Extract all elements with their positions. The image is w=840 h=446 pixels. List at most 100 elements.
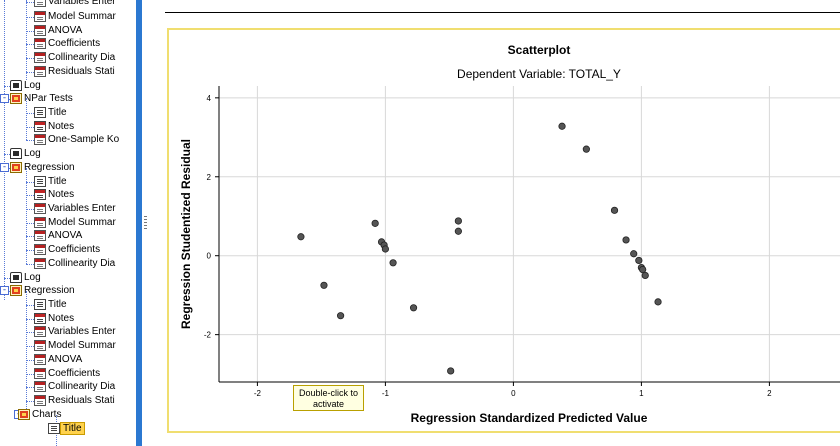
outline-item[interactable]: Variables Enter [34,202,116,215]
scatter-point [409,304,418,312]
scatter-point [320,281,328,289]
outline-item[interactable]: Collinearity Dia [34,51,115,64]
outline-item-label: Variables Enter [48,203,116,214]
tree-expander-icon[interactable]: - [0,163,9,172]
tree-connector [26,72,34,73]
scatterplot-chart-object[interactable]: Scatterplot Dependent Variable: TOTAL_Y -2… [167,28,840,433]
outline-item-label: Log [24,148,41,159]
outline-item-label: Model Summar [48,11,116,22]
x-tick-label: -1 [382,389,390,398]
tree-connector [26,387,34,388]
outline-item-label: ANOVA [48,230,83,241]
scatterplot-svg: Scatterplot Dependent Variable: TOTAL_Y -2… [179,43,840,425]
outline-item[interactable]: Coefficients [34,367,100,380]
scatter-point [641,271,649,280]
tree-connector [26,264,34,265]
outline-item[interactable]: Notes [34,120,74,133]
outline-pane[interactable]: Variables Enter Model Summar ANOVA Coeffici… [0,0,136,446]
x-tick-label: 2 [767,389,772,398]
output-separator-line [165,12,840,13]
outline-item[interactable]: Collinearity Dia [34,257,115,270]
tree-connector [26,209,34,210]
table-icon [34,25,46,36]
outline-item[interactable]: Residuals Stati [34,394,115,407]
outline-item[interactable]: ANOVA [34,229,82,242]
title-icon [48,423,60,434]
scatter-point [337,312,345,320]
outline-item-label: Title [48,176,67,187]
tree-connector [26,140,34,141]
scatter-point [582,145,590,153]
outline-item[interactable]: Coefficients [34,243,100,256]
outline-item[interactable]: Log [10,79,41,92]
tree-connector [26,195,34,196]
outline-item[interactable]: Log [10,271,41,284]
tree-guide-line [26,0,27,80]
scatter-point [297,233,305,241]
x-tick-label: -2 [254,389,262,398]
outline-item[interactable]: Variables Enter [34,325,116,338]
tree-connector [26,250,34,251]
outline-item[interactable]: ANOVA [34,353,82,366]
table-icon [34,354,46,365]
scatter-point [454,217,462,225]
outline-item[interactable]: Model Summar [34,216,116,229]
outline-item[interactable]: One-Sample Ko [34,133,119,146]
scatter-point [389,259,397,267]
outline-item[interactable]: NPar Tests [10,92,73,105]
outline-item[interactable]: Variables Enter [34,0,116,8]
tree-connector [26,223,34,224]
title-icon [34,176,46,187]
pane-splitter-grip[interactable] [144,216,147,230]
outline-scrollbar[interactable] [136,0,142,446]
log-icon [10,80,22,91]
outline-item-label: ANOVA [48,25,83,36]
outline-item[interactable]: Coefficients [34,37,100,50]
table-icon [34,203,46,214]
log-icon [10,148,22,159]
tree-connector [26,127,34,128]
notes-icon [34,189,46,200]
outline-item-label: Model Summar [48,340,116,351]
tree-expander-icon[interactable]: - [0,94,9,103]
outline-item[interactable]: Title [34,298,67,311]
outline-item-label: NPar Tests [24,93,73,104]
outline-item[interactable]: Model Summar [34,339,116,352]
scatter-point [454,227,462,235]
table-icon [34,217,46,228]
table-icon [34,395,46,406]
outline-item[interactable]: Title [34,106,67,119]
outline-item[interactable]: Charts [18,408,61,421]
tooltip-line-1: Double-click to [298,388,359,398]
outline-item[interactable]: Regression [10,284,75,297]
outline-item[interactable]: ANOVA [34,24,82,37]
activate-tooltip: Double-click to activate [293,385,364,411]
outline-item[interactable]: Title [34,175,67,188]
outline-item[interactable]: Regression [10,161,75,174]
scatter-point [635,256,643,265]
tree-connector [26,332,34,333]
outline-scrollbar-thumb[interactable] [136,0,142,446]
outline-item[interactable]: Notes [34,188,74,201]
table-icon [34,66,46,77]
outline-item-label: Notes [48,121,75,132]
outline-item[interactable]: Notes [34,312,74,325]
book-icon [10,93,22,104]
outline-item[interactable]: Residuals Stati [34,65,115,78]
tree-connector [26,360,34,361]
outline-item-label: ANOVA [48,354,83,365]
outline-item[interactable]: Collinearity Dia [34,380,115,393]
tree-expander-icon[interactable]: - [0,286,9,295]
outline-item-label: One-Sample Ko [48,134,120,145]
notes-icon [34,121,46,132]
outline-item[interactable]: Model Summar [34,10,116,23]
tree-guide-line [26,291,27,415]
tree-connector [26,305,34,306]
outline-item[interactable]: Log [10,147,41,160]
outline-item[interactable]: Title [48,422,85,435]
tree-connector [26,17,34,18]
scatter-point [447,367,455,375]
outline-item-label: Title [48,107,67,118]
outline-item-label: Regression [24,285,75,296]
tree-connector [4,278,10,279]
